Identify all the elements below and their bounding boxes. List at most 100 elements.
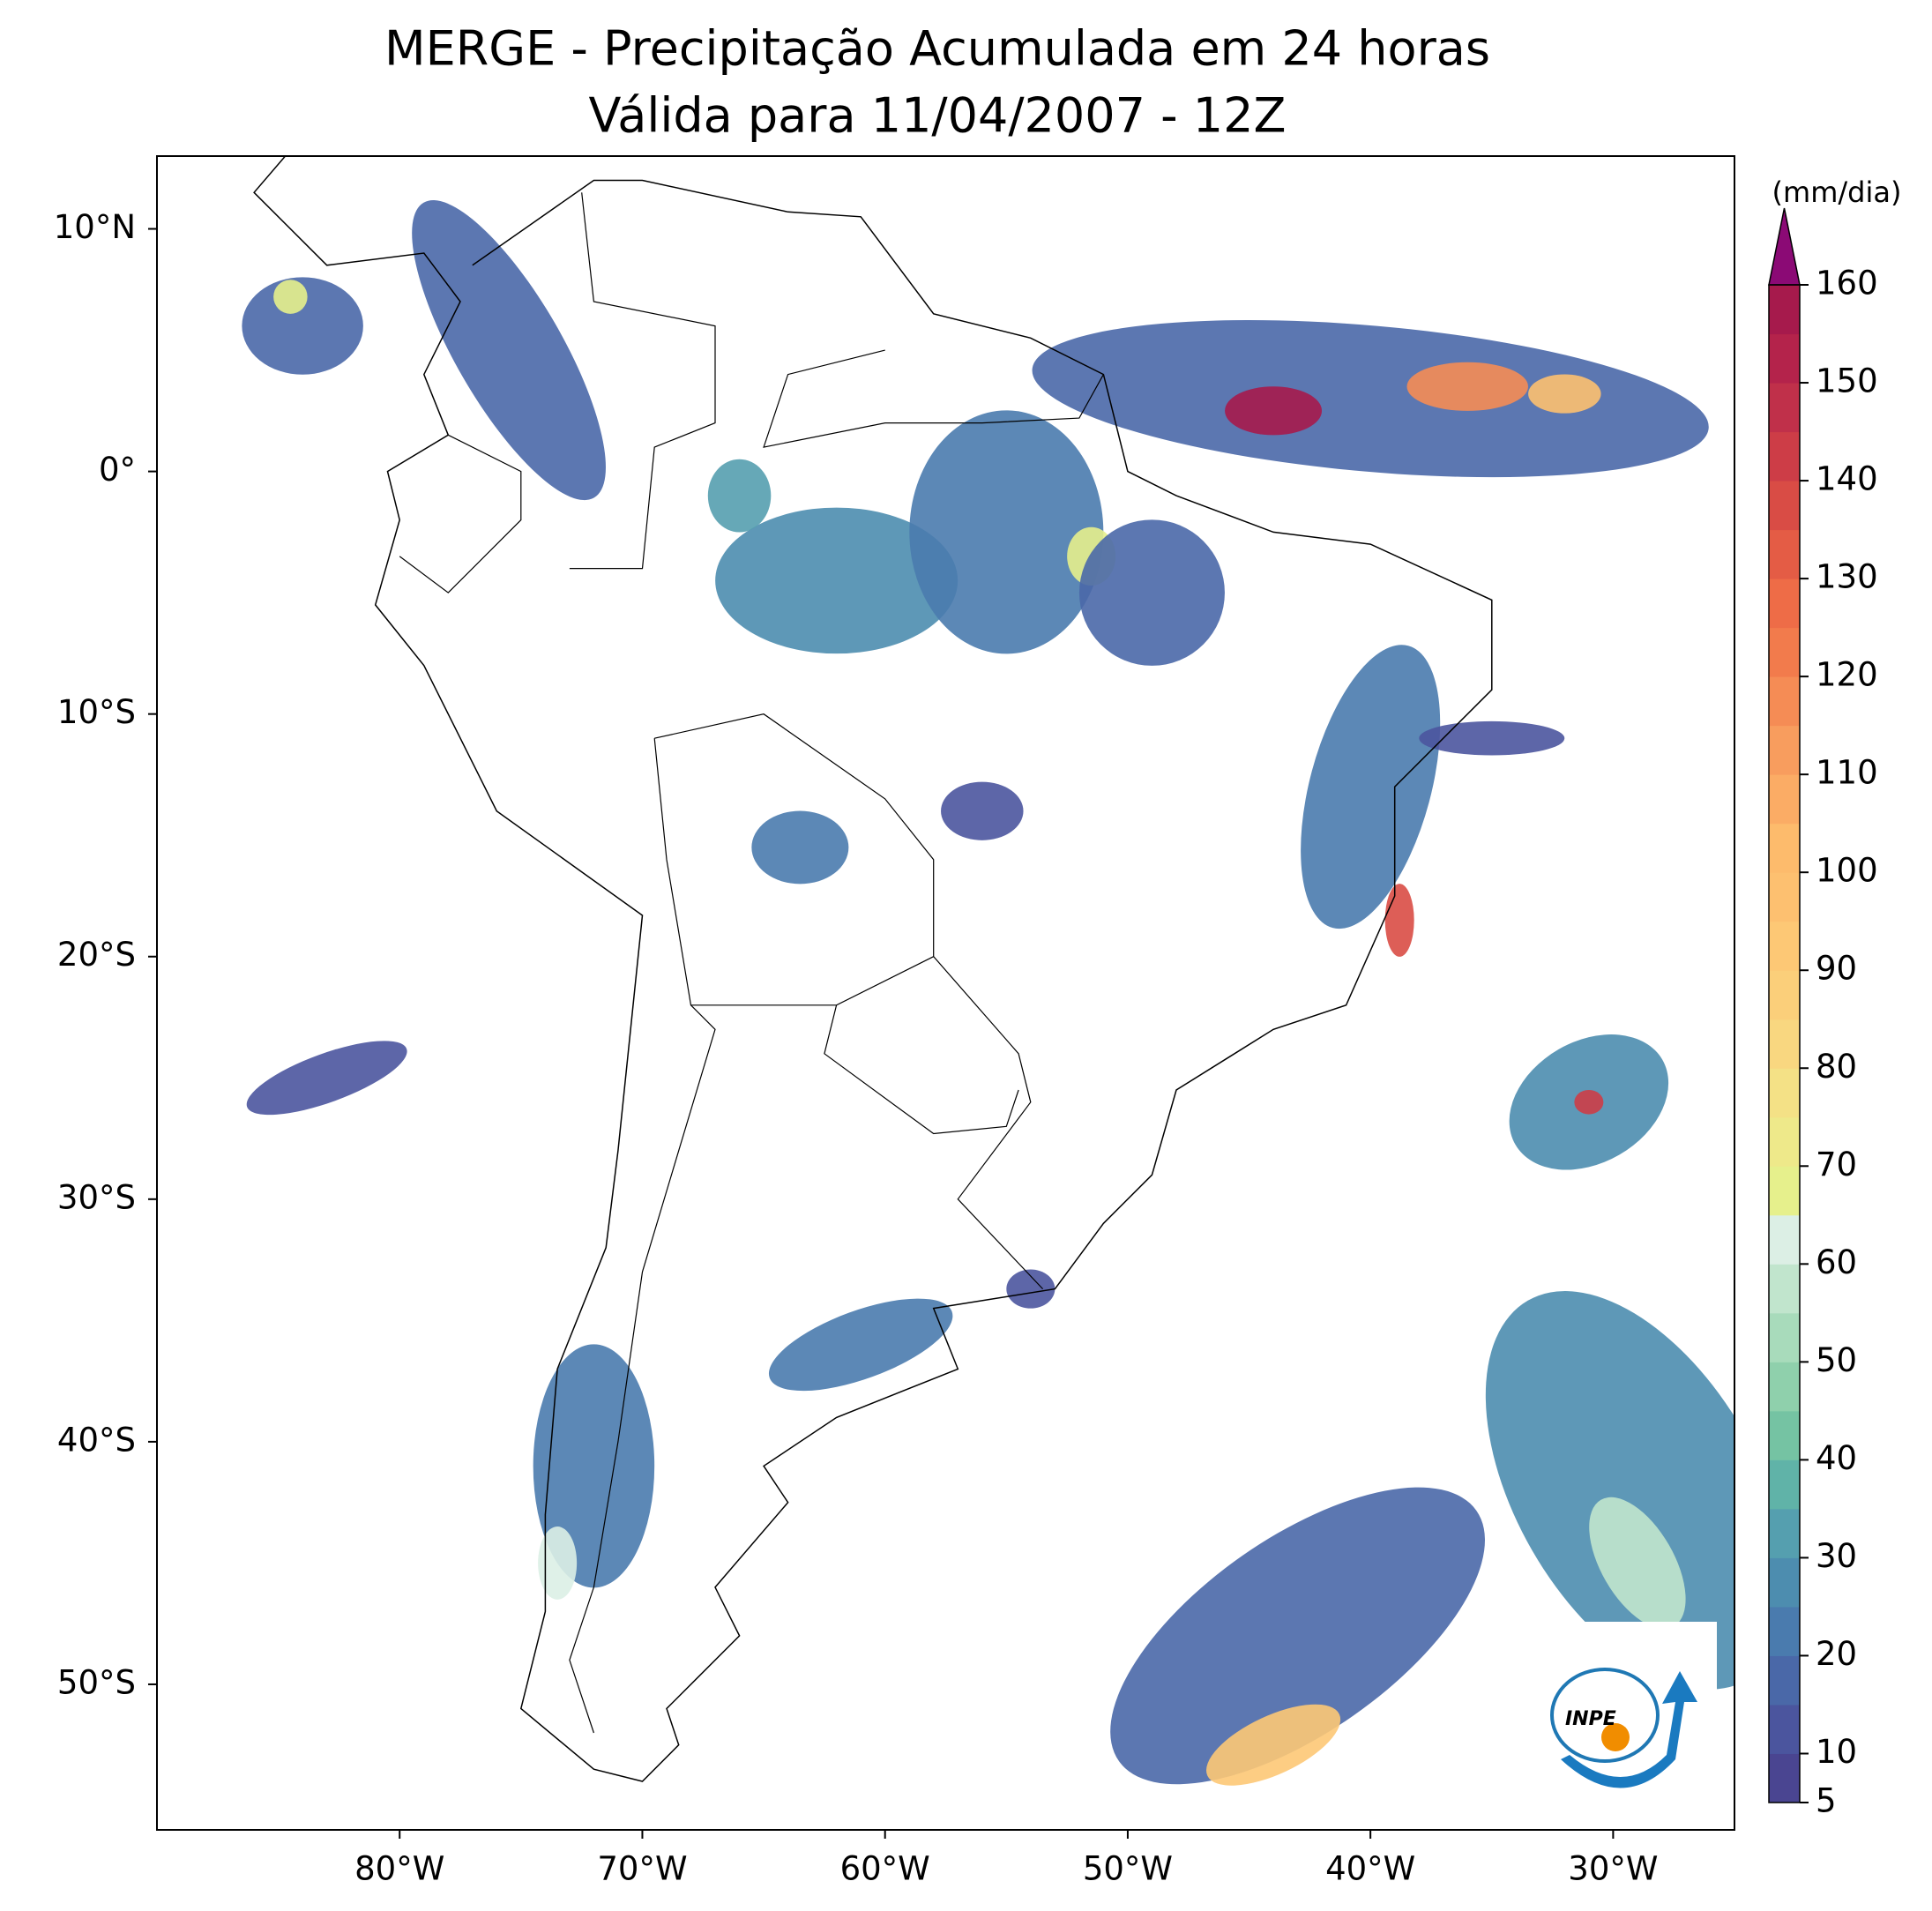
precip-area xyxy=(1006,1269,1056,1309)
precip-area xyxy=(1574,1089,1604,1115)
border xyxy=(399,434,522,593)
precip-area xyxy=(1301,645,1441,929)
y-tick-label: 40°S xyxy=(57,1421,136,1459)
colorbar-band xyxy=(1769,579,1800,629)
precip-area xyxy=(1406,362,1528,411)
border xyxy=(763,349,1104,448)
x-tick-label: 40°W xyxy=(1325,1850,1415,1888)
precip-area xyxy=(246,1041,407,1116)
colorbar-tick-label: 10 xyxy=(1816,1733,1857,1771)
precip-area xyxy=(273,280,308,314)
colorbar-tick-label: 40 xyxy=(1816,1439,1857,1477)
colorbar-band xyxy=(1769,725,1800,775)
precip-area xyxy=(941,781,1024,840)
colorbar-band xyxy=(1769,1606,1800,1656)
colorbar-band xyxy=(1769,1214,1800,1265)
logo: INPE xyxy=(1529,1622,1717,1790)
logo-text: INPE xyxy=(1565,1708,1616,1730)
y-tick-label: 0° xyxy=(99,451,136,489)
x-tick-label: 50°W xyxy=(1083,1850,1173,1888)
chart-title: MERGE - Precipitação Acumulada em 24 hor… xyxy=(384,21,1490,77)
colorbar-tick-label: 120 xyxy=(1816,656,1878,694)
colorbar-tick-label: 160 xyxy=(1816,265,1878,302)
colorbar-band xyxy=(1769,333,1800,384)
precip-area xyxy=(1528,374,1601,414)
precip-area xyxy=(1110,1487,1485,1785)
precip-area xyxy=(538,1527,578,1600)
coastline xyxy=(253,156,1493,1782)
colorbar-tick-label: 60 xyxy=(1816,1243,1857,1281)
colorbar-band xyxy=(1769,1019,1800,1069)
precip-area xyxy=(1384,884,1414,957)
logo-dot xyxy=(1601,1723,1630,1751)
colorbar-band xyxy=(1769,872,1800,922)
colorbar-band xyxy=(1769,1116,1800,1167)
precip-area xyxy=(1205,1704,1341,1786)
colorbar-label: (mm/dia) xyxy=(1772,175,1902,209)
precip-area xyxy=(1419,720,1565,756)
colorbar-band xyxy=(1769,1264,1800,1314)
colorbar-band xyxy=(1769,1312,1800,1362)
y-tick-label: 10°N xyxy=(54,208,136,246)
x-tick-label: 60°W xyxy=(840,1850,930,1888)
logo-arrow xyxy=(1561,1671,1697,1788)
colorbar-band xyxy=(1769,431,1800,481)
y-tick-label: 50°S xyxy=(57,1663,136,1701)
chart-subtitle: Válida para 11/04/2007 - 12Z xyxy=(589,88,1287,144)
colorbar-tick-label: 90 xyxy=(1816,950,1857,988)
colorbar-band xyxy=(1769,970,1800,1020)
precip-area xyxy=(533,1344,655,1588)
precip-area xyxy=(1078,519,1225,666)
map-frame xyxy=(156,155,1735,1831)
precip-area xyxy=(1485,1291,1734,1690)
y-tick-label: 30°S xyxy=(57,1178,136,1216)
colorbar-band xyxy=(1769,1410,1800,1460)
colorbar-band xyxy=(1769,529,1800,579)
precip-area xyxy=(1225,386,1323,436)
colorbar-band xyxy=(1769,774,1800,825)
border xyxy=(824,1004,1019,1135)
colorbar-tick-label: 50 xyxy=(1816,1341,1857,1379)
precip-area xyxy=(242,277,363,375)
precip-area xyxy=(412,200,606,501)
colorbar-band xyxy=(1769,1557,1800,1608)
colorbar-tick-label: 80 xyxy=(1816,1048,1857,1086)
colorbar-frame xyxy=(1768,284,1801,1803)
y-tick-label: 20°S xyxy=(57,936,136,974)
colorbar-band xyxy=(1769,1508,1800,1558)
border xyxy=(569,192,716,570)
colorbar-tick-label: 30 xyxy=(1816,1537,1857,1575)
colorbar-band xyxy=(1769,1362,1800,1412)
colorbar-tick-label: 150 xyxy=(1816,362,1878,400)
precip-area xyxy=(1589,1497,1686,1630)
colorbar-tick-label: 5 xyxy=(1816,1782,1837,1820)
colorbar-band xyxy=(1769,627,1800,677)
logo-ring xyxy=(1550,1668,1660,1763)
colorbar-band xyxy=(1769,285,1800,335)
colorbar-tick-label: 130 xyxy=(1816,558,1878,596)
precip-area xyxy=(715,507,959,654)
colorbar-band xyxy=(1769,676,1800,727)
border xyxy=(569,738,716,1734)
y-tick-label: 10°S xyxy=(57,693,136,731)
colorbar-band xyxy=(1769,1068,1800,1118)
precip-area xyxy=(1032,320,1709,478)
colorbar-band xyxy=(1769,1655,1800,1706)
colorbar-tick-label: 110 xyxy=(1816,754,1878,792)
precip-area xyxy=(707,459,772,533)
colorbar-tick-label: 20 xyxy=(1816,1635,1857,1673)
logo-box xyxy=(1529,1622,1717,1790)
precip-area xyxy=(768,1298,953,1392)
colorbar-tick-label: 70 xyxy=(1816,1146,1857,1183)
colorbar-band xyxy=(1769,823,1800,873)
colorbar-band xyxy=(1769,383,1800,433)
x-tick-label: 70°W xyxy=(597,1850,687,1888)
colorbar-band xyxy=(1769,1166,1800,1216)
x-tick-label: 80°W xyxy=(354,1850,444,1888)
precip-area xyxy=(909,410,1104,654)
colorbar-band xyxy=(1769,1704,1800,1754)
colorbar-tick-label: 140 xyxy=(1816,460,1878,498)
map-area xyxy=(242,156,1734,1786)
border xyxy=(690,956,934,1006)
